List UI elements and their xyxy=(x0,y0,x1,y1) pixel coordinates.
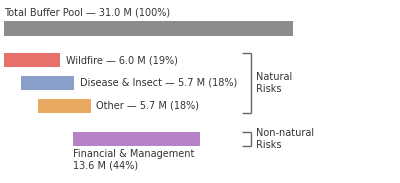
Bar xyxy=(38,99,91,113)
Bar xyxy=(73,132,200,146)
Text: Total Buffer Pool — 31.0 M (100%): Total Buffer Pool — 31.0 M (100%) xyxy=(4,8,170,18)
Text: Disease & Insect — 5.7 M (18%): Disease & Insect — 5.7 M (18%) xyxy=(80,78,237,88)
Text: Wildfire — 6.0 M (19%): Wildfire — 6.0 M (19%) xyxy=(66,55,178,65)
Bar xyxy=(4,21,293,36)
Text: Other — 5.7 M (18%): Other — 5.7 M (18%) xyxy=(96,101,200,111)
Text: Non-natural
Risks: Non-natural Risks xyxy=(256,128,314,150)
Text: Financial & Management
13.6 M (44%): Financial & Management 13.6 M (44%) xyxy=(73,149,194,170)
Bar xyxy=(21,76,74,90)
Text: Natural
Risks: Natural Risks xyxy=(256,72,292,94)
Bar xyxy=(4,53,60,67)
